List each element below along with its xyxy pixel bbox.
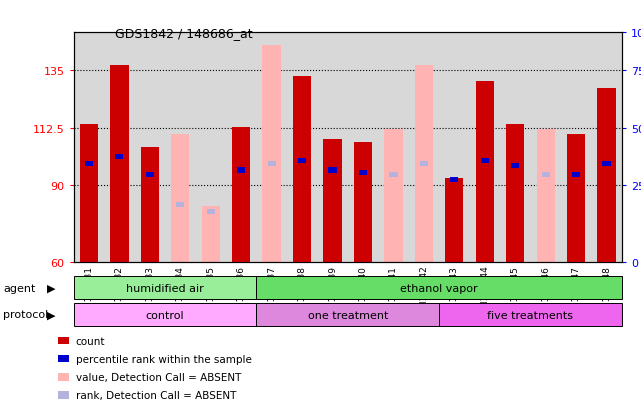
Text: agent: agent — [3, 283, 36, 293]
Bar — [572, 173, 580, 178]
Bar — [256, 277, 622, 299]
Text: ▶: ▶ — [47, 283, 55, 293]
Bar — [567, 135, 585, 262]
Bar — [445, 178, 463, 262]
Bar — [110, 66, 128, 262]
Text: count: count — [76, 336, 105, 346]
Bar — [511, 164, 519, 169]
Bar — [232, 127, 250, 262]
Text: percentile rank within the sample: percentile rank within the sample — [76, 354, 251, 364]
Bar — [476, 81, 494, 262]
Text: five treatments: five treatments — [487, 310, 574, 320]
Bar — [115, 154, 124, 159]
Bar — [141, 148, 159, 262]
Bar — [420, 161, 428, 166]
Text: value, Detection Call = ABSENT: value, Detection Call = ABSENT — [76, 372, 241, 382]
Text: one treatment: one treatment — [308, 310, 388, 320]
Bar — [439, 304, 622, 326]
Bar — [298, 159, 306, 164]
Bar — [450, 177, 458, 182]
Text: GDS1842 / 148686_at: GDS1842 / 148686_at — [115, 27, 253, 40]
Bar — [237, 168, 246, 173]
Bar — [256, 304, 439, 326]
Bar — [603, 161, 611, 166]
Bar — [389, 173, 397, 178]
Bar — [74, 304, 256, 326]
Bar — [85, 161, 93, 166]
Bar — [206, 209, 215, 214]
Bar — [263, 46, 281, 262]
Bar — [415, 66, 433, 262]
Bar — [293, 76, 311, 262]
Bar — [506, 125, 524, 262]
Text: rank, Detection Call = ABSENT: rank, Detection Call = ABSENT — [76, 390, 236, 400]
Bar — [146, 173, 154, 178]
Bar — [384, 130, 403, 262]
Text: ethanol vapor: ethanol vapor — [400, 283, 478, 293]
Bar — [359, 170, 367, 176]
Bar — [201, 206, 220, 262]
Text: ▶: ▶ — [47, 310, 55, 320]
Text: protocol: protocol — [3, 310, 49, 320]
Text: control: control — [146, 310, 185, 320]
Bar — [176, 202, 185, 207]
Bar — [171, 135, 190, 262]
Bar — [537, 130, 554, 262]
Bar — [481, 159, 489, 164]
Text: humidified air: humidified air — [126, 283, 204, 293]
Bar — [542, 173, 550, 178]
Bar — [328, 168, 337, 173]
Bar — [324, 140, 342, 262]
Bar — [80, 125, 98, 262]
Bar — [267, 161, 276, 166]
Bar — [74, 277, 256, 299]
Bar — [597, 89, 615, 262]
Bar — [354, 142, 372, 262]
